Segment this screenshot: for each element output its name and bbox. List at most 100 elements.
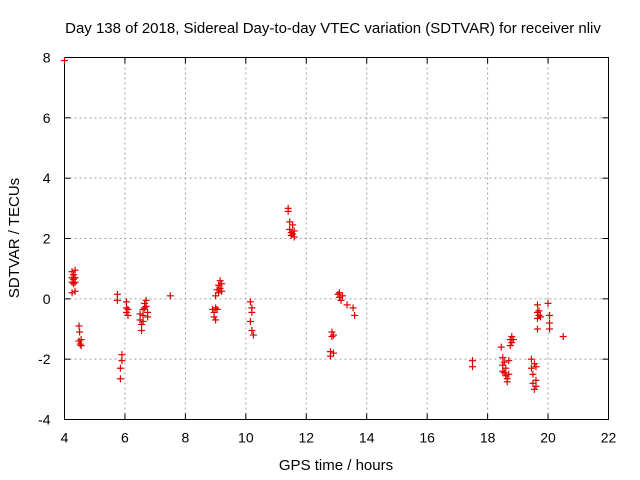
data-point: [506, 342, 514, 350]
data-point: [61, 57, 68, 65]
y-tick-label: -2: [38, 351, 51, 367]
data-point: [248, 308, 256, 316]
y-tick-label: 8: [43, 50, 51, 66]
data-point: [546, 325, 554, 333]
x-tick-label: 20: [540, 430, 556, 446]
data-point: [530, 385, 538, 393]
data-point: [533, 325, 541, 333]
data-point: [500, 358, 508, 366]
data-point: [136, 316, 144, 324]
data-point: [218, 280, 226, 288]
x-tick-label: 22: [601, 430, 617, 446]
x-axis-label: GPS time / hours: [279, 457, 393, 474]
y-tick-label: 6: [43, 110, 51, 126]
data-point: [503, 378, 511, 386]
data-point: [336, 289, 344, 297]
data-point: [118, 351, 126, 359]
data-point: [290, 227, 298, 235]
data-point: [469, 363, 476, 371]
data-point: [499, 354, 507, 362]
data-point: [343, 301, 351, 309]
data-point: [138, 327, 146, 335]
x-axis-tick-labels: 4 6 8 10 12 14 16 18 20 22: [61, 430, 617, 446]
data-point: [136, 310, 144, 318]
data-point: [329, 349, 337, 357]
data-point: [122, 308, 130, 316]
data-point: [537, 313, 544, 321]
data-point: [337, 296, 345, 304]
data-point: [142, 296, 150, 304]
data-point: [141, 304, 149, 312]
data-point: [144, 313, 152, 321]
data-point: [142, 302, 150, 310]
data-point: [326, 352, 334, 360]
data-point: [246, 298, 254, 306]
data-point: [533, 301, 541, 309]
data-point: [533, 308, 541, 316]
data-point: [212, 316, 220, 324]
data-point: [286, 218, 294, 226]
data-point: [124, 305, 132, 313]
y-tick-label: 0: [43, 291, 51, 307]
data-point: [290, 233, 298, 241]
data-point: [527, 355, 535, 363]
data-point: [76, 328, 84, 336]
y-axis-tick-labels: -4 -2 0 2 4 6 8: [38, 50, 51, 428]
x-tick-label: 6: [121, 430, 129, 446]
data-point: [339, 292, 347, 300]
data-point: [508, 333, 516, 341]
data-point: [215, 289, 223, 297]
data-point: [505, 357, 513, 365]
data-point: [546, 319, 554, 327]
data-point: [334, 290, 342, 298]
data-point: [249, 331, 257, 339]
data-point: [139, 305, 147, 313]
data-point: [248, 327, 256, 335]
data-point: [70, 271, 78, 279]
data-point: [138, 320, 146, 328]
data-point: [532, 382, 540, 390]
data-point: [329, 331, 337, 339]
data-point: [500, 369, 508, 377]
y-axis-label: SDTVAR / TECUs: [6, 178, 23, 298]
data-point: [509, 336, 517, 344]
data-point: [124, 311, 132, 319]
data-point: [502, 364, 510, 372]
data-point: [532, 376, 540, 384]
y-tick-label: 2: [43, 231, 51, 247]
y-tick-label: -4: [38, 412, 51, 428]
data-point: [497, 343, 505, 351]
data-point: [75, 322, 83, 330]
data-point: [287, 231, 295, 239]
x-tick-label: 16: [419, 430, 435, 446]
data-point: [213, 305, 221, 313]
data-point: [529, 370, 537, 378]
data-point: [505, 370, 513, 378]
x-tick-label: 8: [181, 430, 189, 446]
chart-title: Day 138 of 2018, Sidereal Day-to-day VTE…: [65, 20, 601, 37]
data-point: [76, 340, 84, 348]
data-point: [328, 328, 336, 336]
x-tick-label: 14: [359, 430, 375, 446]
data-point: [284, 207, 292, 215]
data-point: [71, 266, 79, 274]
data-point: [116, 364, 124, 372]
x-tick-label: 10: [238, 430, 254, 446]
data-point: [210, 313, 218, 321]
data-point: [166, 292, 174, 300]
y-tick-label: 4: [43, 170, 51, 186]
data-point: [502, 372, 510, 380]
data-point: [216, 277, 224, 285]
data-point: [116, 375, 124, 383]
data-point: [559, 333, 567, 341]
data-point: [529, 379, 537, 387]
data-point: [218, 287, 226, 295]
data-point: [527, 364, 535, 372]
data-point: [469, 357, 476, 365]
data-point: [499, 361, 507, 369]
data-point: [349, 304, 357, 312]
data-point: [77, 342, 85, 350]
data-point: [122, 298, 130, 306]
data-point: [118, 357, 126, 365]
